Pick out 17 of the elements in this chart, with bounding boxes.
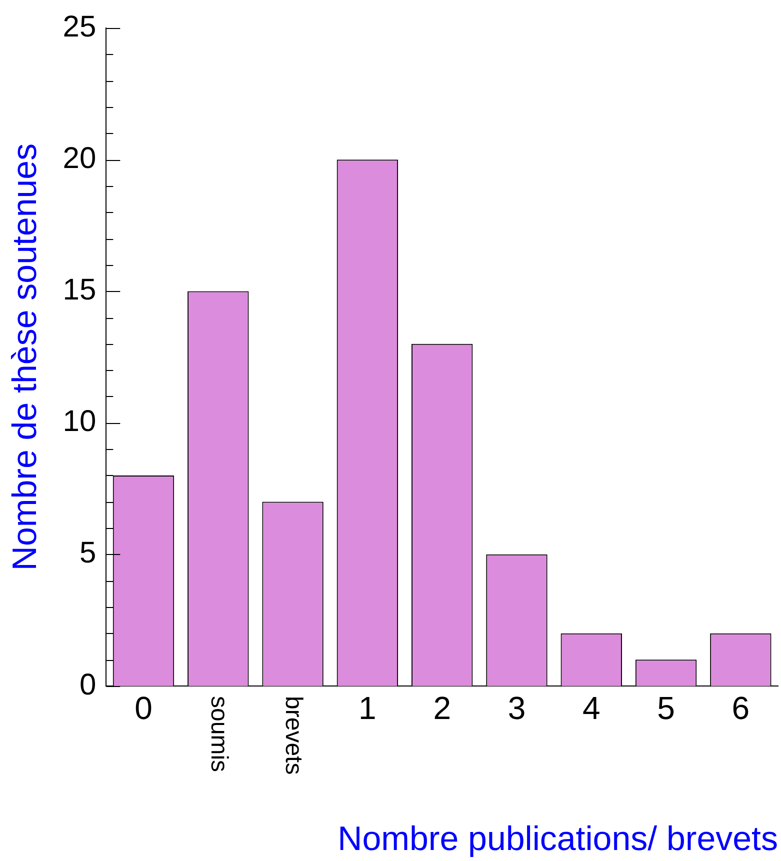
- x-tick-label: 3: [508, 690, 526, 726]
- x-tick-label: 4: [582, 690, 600, 726]
- y-tick-label: 0: [79, 668, 96, 702]
- y-tick-label: 5: [79, 536, 96, 570]
- y-tick-label: 10: [62, 405, 96, 438]
- x-axis-title: Nombre publications/ brevets: [338, 820, 778, 858]
- x-tick-label: soumis: [206, 696, 233, 772]
- y-tick-label: 15: [62, 273, 96, 306]
- x-tick-label: 2: [433, 690, 451, 726]
- x-tick-label: brevets: [280, 696, 308, 775]
- y-axis-title: Nombre de thèse soutenues: [6, 143, 44, 571]
- x-tick-label: 6: [732, 690, 750, 726]
- y-tick-label: 25: [62, 10, 96, 44]
- x-tick-label: 0: [134, 690, 152, 726]
- y-tick-label: 20: [62, 142, 96, 175]
- x-tick-label: 5: [657, 690, 675, 726]
- x-tick-label: 1: [358, 690, 376, 726]
